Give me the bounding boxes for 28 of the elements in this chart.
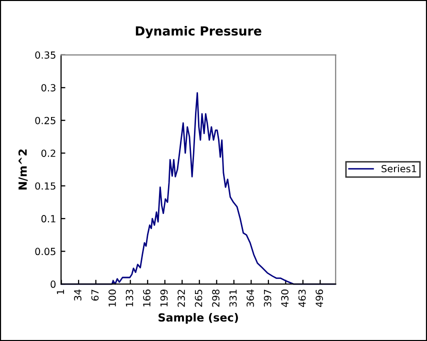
x-tick-label: 397 xyxy=(264,290,272,307)
x-tick-label: 199 xyxy=(160,290,168,306)
x-tick-label: 34 xyxy=(74,289,82,301)
x-tick-label: 430 xyxy=(281,290,288,307)
x-tick-label: 496 xyxy=(316,290,324,307)
x-tick-label: 298 xyxy=(212,290,220,307)
y-tick-label: 0.35 xyxy=(35,51,56,59)
y-tick-label: 0 xyxy=(50,280,56,288)
y-tick-label: 0.3 xyxy=(41,84,56,92)
x-tick-label: 67 xyxy=(91,290,99,301)
x-tick-label: 166 xyxy=(143,290,150,306)
x-tick-label: 232 xyxy=(178,290,185,307)
x-tick-label: 265 xyxy=(194,290,202,307)
chart-title: Dynamic Pressure xyxy=(136,26,262,38)
legend-label: Series1 xyxy=(382,164,416,172)
x-tick-label: 100 xyxy=(108,290,116,306)
x-tick-label: 331 xyxy=(229,290,237,307)
y-tick-label: 0.05 xyxy=(35,248,56,256)
y-tick-label: 0.1 xyxy=(41,215,56,222)
x-tick-label: 364 xyxy=(246,289,254,307)
y-tick-label: 0.2 xyxy=(41,150,56,157)
y-axis-title: N/m^2 xyxy=(18,149,28,190)
x-tick-label: 133 xyxy=(126,290,134,306)
x-tick-label: 463 xyxy=(298,290,306,307)
x-axis-title: Sample (sec) xyxy=(158,313,238,324)
x-tick-label: 1 xyxy=(56,290,64,294)
y-tick-label: 0.15 xyxy=(35,182,56,190)
y-tick-label: 0.25 xyxy=(35,116,56,124)
